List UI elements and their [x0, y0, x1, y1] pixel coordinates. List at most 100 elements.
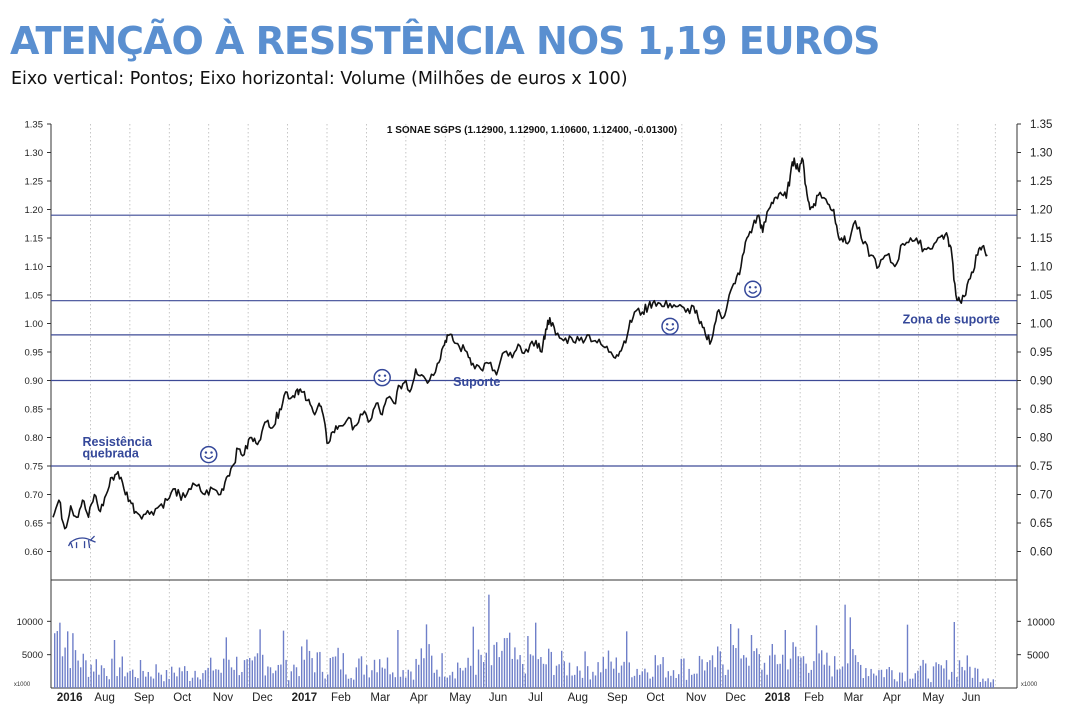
volume-bar [631, 677, 633, 688]
price-tick-label-right: 1.00 [1030, 319, 1052, 331]
volume-bar [496, 642, 498, 688]
date-tick-label: Apr [410, 692, 428, 704]
volume-bar [238, 675, 240, 688]
volume-bar [940, 665, 942, 688]
volume-bar [64, 647, 66, 688]
volume-bar [587, 666, 589, 688]
date-tick-label: May [922, 692, 944, 704]
volume-bar [516, 659, 519, 688]
smiley-icon [661, 317, 679, 336]
volume-bar [860, 664, 862, 688]
volume-bar [324, 678, 326, 688]
volume-bar [576, 666, 578, 688]
volume-bar [371, 670, 373, 688]
volume-bar [160, 674, 162, 688]
smiley-eye [748, 286, 752, 289]
volume-bar [189, 680, 191, 688]
volume-bar [334, 656, 337, 688]
volume-bar [337, 647, 339, 688]
volume-bar [540, 657, 542, 688]
volume-bar [194, 670, 196, 688]
volume-bar [436, 669, 438, 688]
volume-bar [641, 671, 643, 688]
volume-bar [706, 662, 708, 688]
price-tick-label-right: 1.10 [1030, 262, 1052, 274]
volume-bar [210, 657, 212, 688]
annotation-label: Resistência [83, 435, 154, 449]
volume-bar [282, 630, 285, 688]
volume-bar [714, 667, 716, 688]
volume-bar [342, 653, 344, 688]
volume-bar [181, 671, 183, 688]
chart-title: 1 SONAE SGPS (1.12900, 1.12900, 1.10600,… [387, 125, 677, 136]
volume-bar [451, 671, 454, 688]
volume-bar [867, 676, 870, 688]
volume-bar [264, 675, 266, 688]
date-tick-label: Jun [489, 692, 508, 704]
volume-bar [662, 657, 664, 688]
volume-bar [688, 668, 690, 688]
volume-bar [938, 664, 940, 688]
smiley-eye [754, 286, 757, 289]
volume-bar [906, 624, 909, 688]
volume-bar [308, 650, 311, 688]
volume-bar [249, 657, 251, 688]
volume-bar [80, 667, 82, 688]
volume-bar [207, 667, 209, 688]
volume-bar [490, 665, 493, 688]
volume-bar [545, 664, 547, 688]
volume-tick-label-right: 10000 [1027, 617, 1055, 628]
volume-bar [901, 672, 903, 688]
volume-bar [977, 668, 979, 688]
volume-bar [818, 653, 820, 688]
volume-bar [332, 656, 334, 688]
volume-bar [386, 657, 389, 688]
volume-bar [761, 669, 763, 688]
volume-bar [350, 677, 352, 688]
volume-bar [665, 677, 667, 688]
volume-bar [683, 658, 685, 688]
volume-bar [72, 633, 74, 688]
price-tick-label-right: 0.65 [1030, 518, 1052, 530]
volume-bar [389, 674, 391, 688]
volume-bar [173, 672, 175, 688]
volume-bar [891, 670, 893, 688]
volume-bar [329, 658, 331, 688]
price-tick-label-left: 1.30 [25, 148, 44, 159]
volume-bar [893, 679, 896, 688]
volume-bar [834, 656, 836, 688]
smiley-face [373, 368, 391, 387]
volume-bar [945, 660, 948, 688]
volume-bar [685, 679, 688, 688]
volume-bar [376, 672, 378, 688]
volume-bar [168, 678, 170, 688]
volume-bar [457, 662, 459, 688]
volume-bar [870, 668, 872, 688]
volume-bar [594, 675, 597, 688]
volume-bar [828, 665, 831, 688]
volume-bar [405, 677, 407, 688]
volume-bar [464, 667, 467, 688]
volume-bar [477, 649, 480, 688]
volume-bar [844, 604, 846, 688]
date-tick-label: Aug [568, 692, 588, 704]
volume-bar [984, 681, 987, 688]
volume-bar [171, 666, 173, 688]
price-tick-label-right: 1.35 [1030, 119, 1052, 131]
volume-bar [597, 662, 599, 688]
volume-bar [932, 666, 935, 688]
smiley-eye [666, 323, 669, 326]
volume-bar [215, 669, 217, 688]
date-tick-label: 2018 [765, 692, 791, 704]
volume-bars [54, 594, 994, 688]
volume-bar [792, 642, 794, 688]
volume-bar [191, 677, 194, 688]
volume-bar [446, 677, 448, 688]
price-tick-label-right: 1.15 [1030, 233, 1052, 245]
volume-bar [95, 659, 97, 688]
volume-bar [956, 677, 958, 688]
subtitle: Eixo vertical: Pontos; Eixo horizontal: … [11, 69, 628, 89]
volume-bar [358, 658, 360, 688]
volume-bar [613, 668, 615, 688]
